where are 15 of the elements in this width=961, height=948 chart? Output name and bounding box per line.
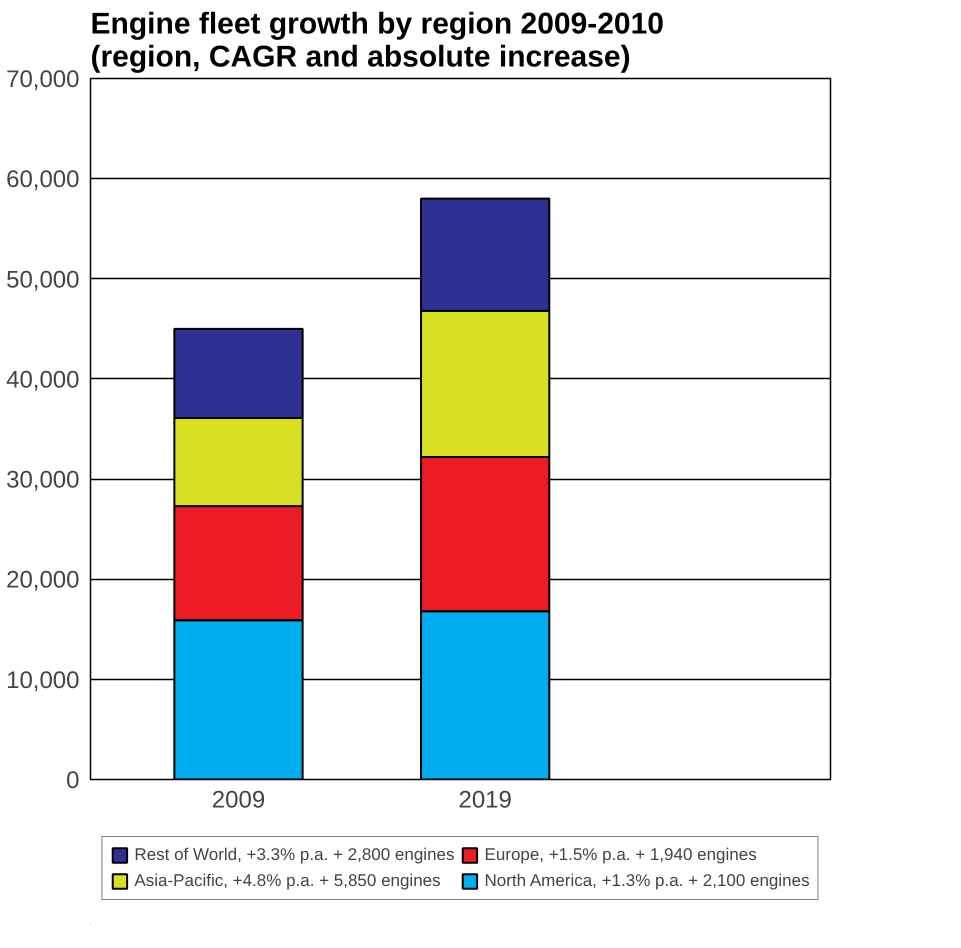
chart-title: Engine fleet growth by region 2009-2010 (region, CAGR and absolute increase) (90, 8, 664, 74)
y-tick-label: 30,000 (6, 466, 80, 494)
y-tick-label: 20,000 (6, 566, 80, 594)
y-tick-label: 40,000 (6, 366, 80, 394)
y-tick-label: 10,000 (6, 666, 80, 694)
x-tick-label: 2019 (458, 786, 512, 814)
legend-label: Rest of World, +3.3% p.a. + 2,800 engines (134, 844, 454, 864)
legend-label: Asia-Pacific, +4.8% p.a. + 5,850 engines (134, 870, 441, 890)
x-tick-label: 2009 (212, 786, 266, 814)
y-tick-label: 0 (66, 767, 80, 794)
y-tick-label: 50,000 (6, 266, 80, 294)
legend-label: Europe, +1.5% p.a. + 1,940 engines (484, 844, 757, 864)
y-tick-label: 70,000 (6, 66, 80, 93)
legend-label: North America, +1.3% p.a. + 2,100 engines (484, 870, 810, 890)
y-tick-label: 60,000 (6, 166, 80, 194)
